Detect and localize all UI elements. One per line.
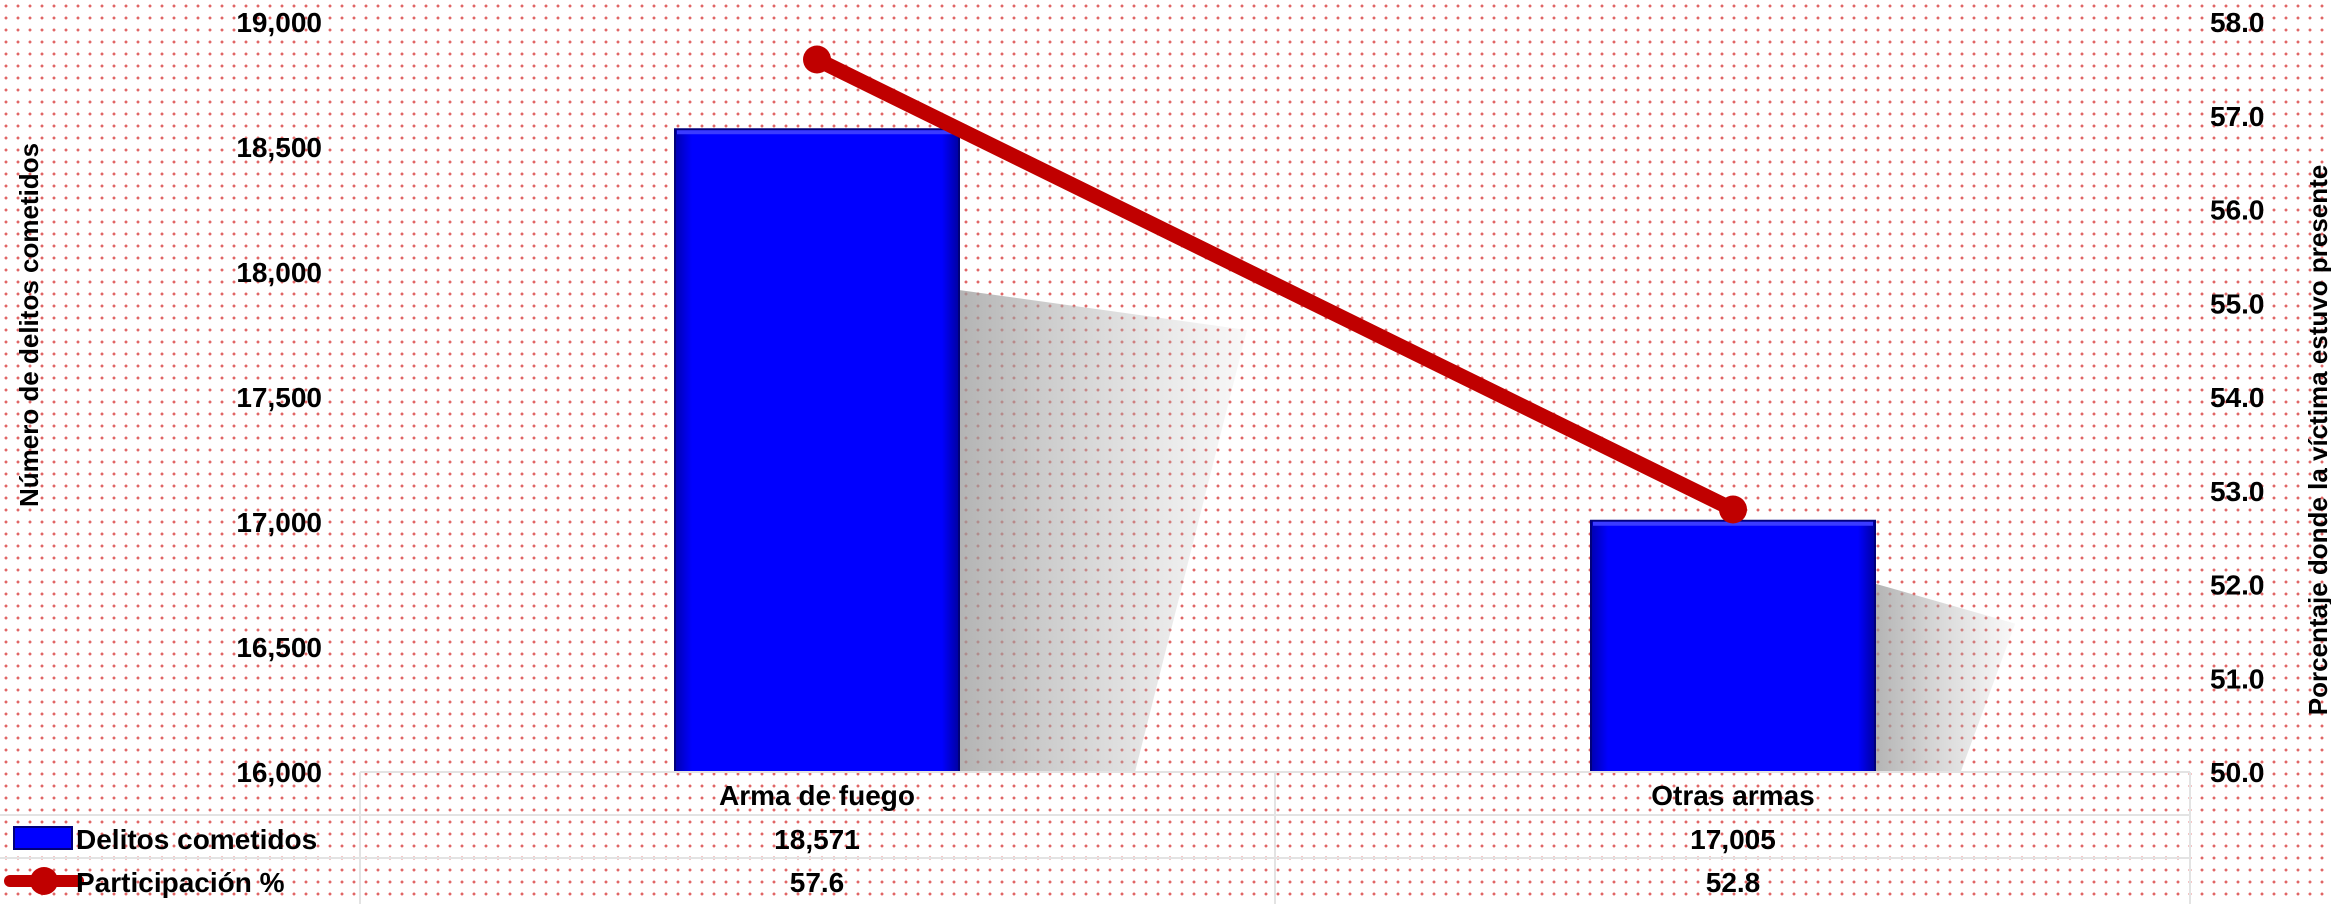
legend-key-bar — [13, 826, 73, 850]
bar-shadow — [959, 289, 1247, 772]
y2-tick-label: 55.0 — [2210, 288, 2265, 319]
bar-otras-armas — [1590, 519, 1876, 773]
y2-tick-label: 56.0 — [2210, 195, 2265, 226]
line-point — [1719, 495, 1747, 524]
line-participacion — [809, 52, 1741, 517]
bar-highlight — [1593, 521, 1873, 526]
y-tick-label: 17,000 — [236, 507, 322, 538]
y2-tick-label: 53.0 — [2210, 476, 2265, 507]
bar-arma-de-fuego — [674, 128, 960, 773]
y-tick-label: 17,500 — [236, 382, 322, 413]
line-series — [803, 45, 1747, 524]
y-axis-left: 16,000 16,500 17,000 17,500 18,000 18,500 19,0… — [236, 7, 322, 788]
y-tick-label: 18,000 — [236, 257, 322, 288]
y2-tick-label: 51.0 — [2210, 663, 2265, 694]
y-axis-right: 50.0 51.0 52.0 53.0 54.0 55.0 56.0 57.0 58.0 — [2210, 7, 2265, 788]
y2-tick-label: 54.0 — [2210, 382, 2265, 413]
y-tick-label: 19,000 — [236, 7, 322, 38]
y2-tick-label: 58.0 — [2210, 7, 2265, 38]
line-point — [803, 45, 831, 74]
bar-shadow — [1875, 583, 2016, 772]
data-table-value: 57.6 — [790, 867, 845, 898]
y2-tick-label: 50.0 — [2210, 757, 2265, 788]
category-label: Otras armas — [1651, 780, 1814, 811]
y2-tick-label: 57.0 — [2210, 101, 2265, 132]
y2-tick-label: 52.0 — [2210, 570, 2265, 601]
y2-axis-title: Porcentaje donde la víctima estuvo prese… — [2303, 165, 2331, 716]
bar-shadows — [959, 289, 2016, 772]
category-label: Arma de fuego — [719, 780, 915, 811]
legend-key-marker — [30, 867, 58, 895]
bar-series — [674, 128, 1876, 773]
data-table — [0, 771, 2191, 904]
data-table-value: 18,571 — [774, 824, 860, 855]
data-table-value: 52.8 — [1706, 867, 1761, 898]
y-tick-label: 16,500 — [236, 632, 322, 663]
bar-highlight — [677, 130, 957, 135]
y-tick-label: 18,500 — [236, 132, 322, 163]
y-axis-title: Número de delitos cometidos — [14, 143, 44, 507]
legend-series-name: Participación % — [76, 867, 285, 898]
data-table-value: 17,005 — [1690, 824, 1776, 855]
y-tick-label: 16,000 — [236, 757, 322, 788]
legend-series-name: Delitos cometidos — [76, 824, 317, 855]
